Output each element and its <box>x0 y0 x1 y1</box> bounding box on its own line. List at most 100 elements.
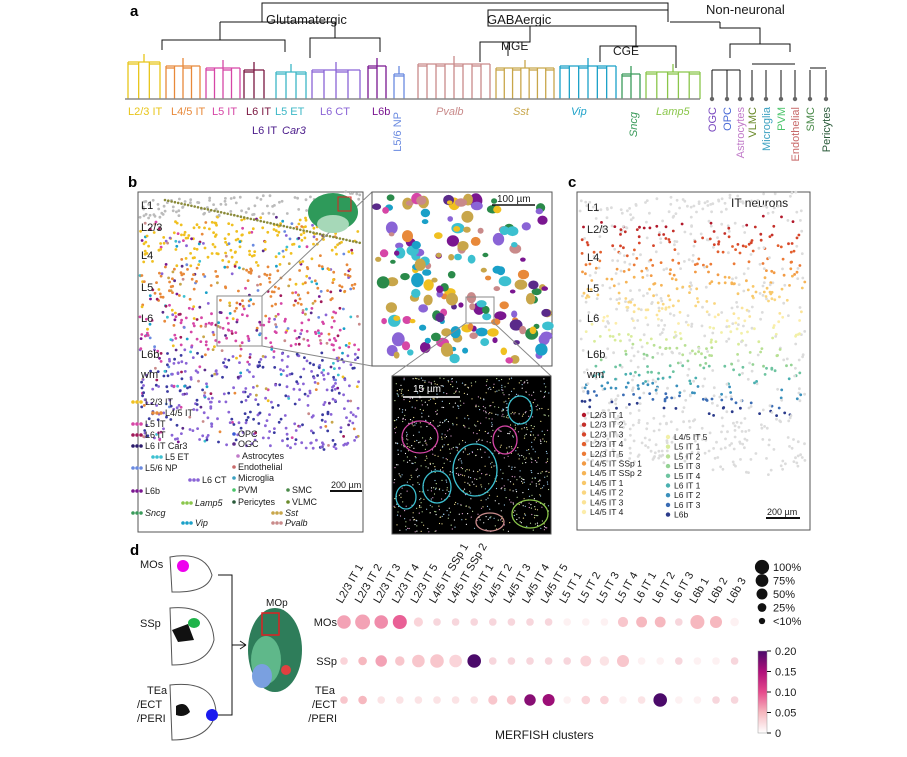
cluster-label: L5/6 NP <box>392 112 404 152</box>
dotplot-dot <box>580 655 592 667</box>
legend-swatch <box>139 511 143 515</box>
legend-swatch <box>189 521 193 525</box>
group-mge: MGE <box>501 39 528 53</box>
legend-swatch <box>581 509 587 515</box>
non-neuronal-label: SMC <box>805 107 817 132</box>
dotplot-dot <box>712 657 720 665</box>
dendrogram-clade-1 <box>165 58 201 99</box>
legend-label: L5 IT 4 <box>674 471 701 481</box>
colorbar-ticks: 0.20 0.15 0.10 0.05 0 <box>767 646 796 740</box>
dotplot-dots <box>337 614 739 707</box>
legend-label: OGC <box>238 439 259 449</box>
legend-swatch <box>665 473 671 478</box>
non-neuronal-label: PVM <box>776 107 788 131</box>
legend-label: L6b <box>145 486 160 496</box>
legend-swatch <box>135 422 139 426</box>
legend-label: L2/3 IT 4 <box>590 439 624 449</box>
legend-swatch <box>135 400 139 404</box>
dotplot-dot <box>674 696 683 704</box>
panel-c-layer-labels: L1 L2/3 L4 L5 L6 L6b wm <box>586 202 608 381</box>
layer-label: L1 <box>587 202 599 214</box>
legend-label: L6 IT 3 <box>674 500 701 510</box>
legend-label: L4/5 IT 2 <box>590 488 624 498</box>
zoom-inset-cells <box>372 192 554 364</box>
legend-swatch <box>581 500 587 505</box>
dotplot-dot <box>507 657 516 665</box>
dendrogram-clade-0 <box>127 54 161 99</box>
dendrogram-clade-2 <box>205 60 241 99</box>
legend-swatch <box>286 488 290 492</box>
legend-swatch <box>581 471 587 476</box>
size-legend-dot <box>757 603 767 612</box>
region-label-tea-2: /ECT <box>137 699 162 711</box>
legend-swatch <box>185 521 189 525</box>
region-label-ssp: SSp <box>140 618 161 630</box>
colorbar <box>757 650 768 734</box>
dotplot-row-labels: MOs SSp TEa/ECT/PERI <box>308 617 337 725</box>
dotplot-dot <box>467 654 481 668</box>
legend-swatch <box>135 511 139 515</box>
legend-swatch <box>581 422 587 427</box>
legend-swatch <box>135 466 139 470</box>
dotplot-dot <box>674 618 683 626</box>
legend-swatch <box>188 478 192 482</box>
layer-label: wm <box>586 369 604 381</box>
legend-swatch <box>271 511 275 515</box>
legend-label: L5 IT <box>145 419 166 429</box>
dotplot-dot <box>488 695 498 705</box>
dotplot-dot <box>693 696 702 704</box>
panel-c-title: IT neurons <box>731 196 788 210</box>
dotplot-row-label: MOs <box>314 617 338 629</box>
legend-swatch <box>139 422 143 426</box>
size-legend-dot <box>754 559 770 575</box>
molecule-inset <box>391 375 552 535</box>
layer-label: L5 <box>141 282 153 294</box>
legend-swatch <box>131 433 135 437</box>
legend-label: L2/3 IT 3 <box>590 429 624 439</box>
legend-swatch <box>665 454 671 459</box>
dotplot-dot <box>581 695 591 705</box>
zoom-connector-2 <box>261 345 373 367</box>
legend-label: Lamp5 <box>195 498 224 508</box>
layer-label: L6 <box>141 313 153 325</box>
legend-label: Sst <box>285 508 299 518</box>
dendrogram-clade-7 <box>393 66 405 99</box>
dotplot-row-label: /ECT <box>312 699 337 711</box>
dotplot-dot <box>544 618 553 626</box>
non-neuronal-label: Astrocytes <box>735 107 747 159</box>
legend-swatch <box>665 512 671 517</box>
size-legend-label: 25% <box>773 603 795 615</box>
dotplot-dot <box>526 657 534 665</box>
non-neuronal-branches <box>711 63 827 98</box>
panel-c: c IT neurons L1 L2/3 L4 L5 L6 L6b wm L2/3 IT 1… <box>568 174 811 531</box>
legend-swatch <box>131 511 135 515</box>
legend-swatch <box>581 490 587 495</box>
non-neuronal-label: OGC <box>707 107 719 132</box>
l6-it-car3-prefix: L6 IT <box>252 125 277 137</box>
layer-label: L2/3 <box>141 222 162 234</box>
bracket-arrow <box>239 640 247 650</box>
scalebar-b-label: 200 µm <box>331 480 361 490</box>
dotplot-dot <box>693 657 702 665</box>
dotplot-dot <box>451 618 460 626</box>
zoom-connector-4 <box>493 322 552 377</box>
dotplot-dot <box>674 657 683 665</box>
panel-d-label: d <box>130 542 139 559</box>
cluster-label: Pvalb <box>436 106 464 118</box>
legend-swatch <box>581 432 587 437</box>
dendrogram-clade-11 <box>621 66 641 99</box>
legend-label: L5 IT 2 <box>674 451 701 461</box>
legend-swatch <box>131 489 135 493</box>
brain-section-mos <box>169 555 213 593</box>
legend-label: L4/5 IT SSp 2 <box>590 468 642 478</box>
legend-label: Pvalb <box>285 518 308 528</box>
legend-swatch <box>232 500 236 504</box>
size-legend-label: 50% <box>773 589 795 601</box>
legend-swatch <box>665 483 671 488</box>
dotplot-dot <box>488 657 497 665</box>
zoom-connector-3 <box>391 322 467 377</box>
dotplot-column-labels: L2/3 IT 1L2/3 IT 2L2/3 IT 3L2/3 IT 4L2/3… <box>334 541 749 605</box>
dotplot-dot <box>412 654 425 668</box>
cluster-label: L5 IT <box>212 106 237 118</box>
